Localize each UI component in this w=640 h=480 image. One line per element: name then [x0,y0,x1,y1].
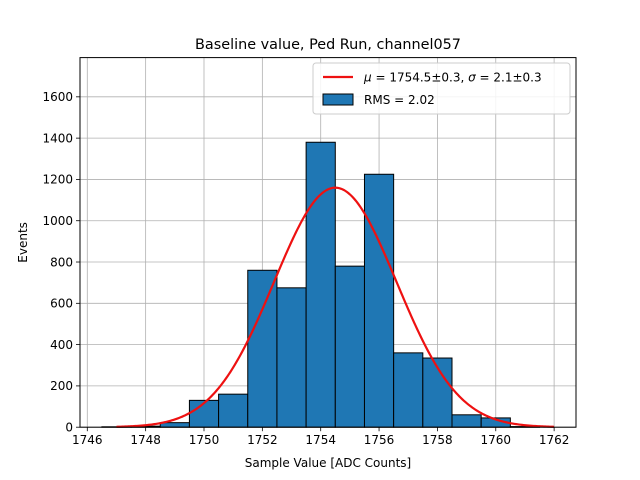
x-axis-title: Sample Value [ADC Counts] [245,456,411,470]
x-tick-label: 1754 [305,433,336,447]
x-tick-label: 1750 [189,433,220,447]
x-tick-label: 1762 [539,433,570,447]
x-axis-ticks: 1746 1748 1750 1752 1754 1756 1758 1760 1762 [72,427,569,447]
y-tick-label: 400 [50,338,73,352]
legend-fit-label: μ = 1754.5±0.3, σ = 2.1±0.3 [363,71,542,85]
x-tick-label: 1760 [480,433,511,447]
gaussian-fit-curve [116,186,555,428]
histogram-bar [218,393,249,428]
x-tick-label: 1748 [130,433,161,447]
histogram-bar [363,173,395,428]
y-tick-label: 600 [50,297,73,311]
y-tick-label: 800 [50,255,73,269]
legend-mu-value: 1754.5±0.3 [389,71,460,85]
histogram-bar [334,265,365,428]
plot-frame [79,57,577,428]
y-tick-label: 0 [65,421,73,435]
histogram-bar [276,287,307,428]
y-axis-ticks: 0 200 400 600 800 1000 1200 1400 1600 [42,90,80,435]
histogram-bar [393,352,424,428]
y-tick-label: 1600 [42,90,73,104]
y-tick-label: 200 [50,379,73,393]
legend-hist-swatch [322,93,354,106]
legend-box [312,62,571,115]
y-tick-label: 1000 [42,214,73,228]
legend-hist-label: RMS = 2.02 [364,93,435,107]
chart-title: Baseline value, Ped Run, channel057 [195,37,461,53]
x-tick-label: 1756 [364,433,395,447]
legend-sigma-value: 2.1±0.3 [493,71,541,85]
x-tick-label: 1746 [72,433,103,447]
y-tick-label: 1400 [42,131,73,145]
histogram-bar [247,269,278,428]
x-tick-label: 1752 [247,433,278,447]
y-tick-label: 1200 [42,173,73,187]
y-axis-title: Events [16,222,30,263]
histogram-bar [451,414,482,428]
fit-curve-layer [116,186,555,428]
legend: μ = 1754.5±0.3, σ = 2.1±0.3 RMS = 2.02 [312,62,571,115]
x-tick-label: 1758 [422,433,453,447]
histogram-bar [305,141,336,428]
